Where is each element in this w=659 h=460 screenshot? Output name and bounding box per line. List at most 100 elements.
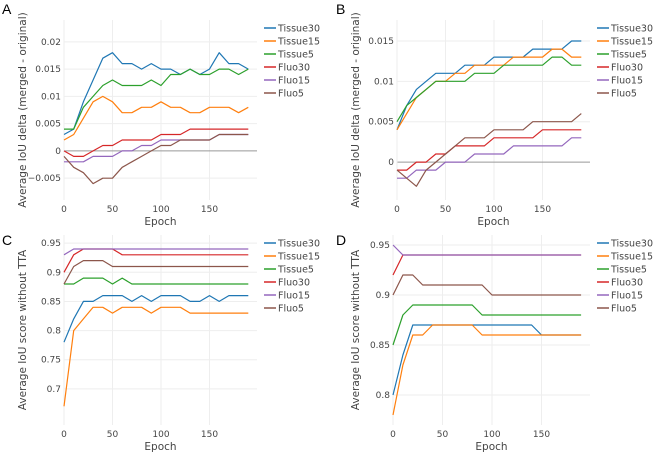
x-axis-title: Epoch <box>144 216 176 228</box>
legend-item: Tissue5 <box>597 50 647 61</box>
y-tick-label: 0.85 <box>41 297 61 307</box>
y-tick-label: 0.95 <box>370 241 390 251</box>
legend-item: Tissue15 <box>597 252 653 263</box>
series-line-fluo5 <box>63 133 249 185</box>
series-line-tissue5 <box>64 277 249 285</box>
series-line-fluo30 <box>392 254 582 276</box>
y-tick-label: 0.8 <box>376 391 391 401</box>
x-tick-label: 100 <box>152 430 169 440</box>
legend-item: Tissue5 <box>597 265 647 276</box>
series-line-tissue15 <box>392 324 582 416</box>
x-tick-label: 0 <box>61 430 67 440</box>
legend-label: Fluo5 <box>278 304 304 315</box>
legend-label: Fluo30 <box>611 278 643 289</box>
legend: Tissue30 Tissue15 Tissue5 Fluo30 Fluo15 Fluo5 <box>264 239 320 315</box>
series-line-tissue30 <box>63 52 249 136</box>
x-tick-label: 150 <box>201 205 218 215</box>
x-tick-label: 150 <box>534 205 551 215</box>
series-line-tissue30 <box>63 295 249 343</box>
legend-label: Fluo5 <box>278 89 304 100</box>
x-tick-label: 0 <box>394 205 400 215</box>
y-tick-label: 0 <box>388 158 394 168</box>
y-tick-label: 0.75 <box>41 356 61 366</box>
series-line-tissue5 <box>64 68 249 130</box>
legend-label: Tissue15 <box>610 252 653 263</box>
panel-letter: C <box>2 232 12 248</box>
legend-label: Tissue5 <box>277 50 314 61</box>
series-line-fluo5 <box>396 113 582 187</box>
series-line-fluo15 <box>397 137 582 179</box>
legend-item: Tissue30 <box>264 239 320 250</box>
series-line-fluo15 <box>63 248 249 256</box>
legend-label: Tissue15 <box>277 252 320 263</box>
legend-label: Tissue15 <box>610 37 653 48</box>
legend-label: Fluo5 <box>611 304 637 315</box>
panel-b: B 0 50 100 150 0 0.005 0.01 0.015 Epoch Average Io… <box>336 1 653 228</box>
panel-c: C 0 50 100 150 0.7 0.75 0.8 0.85 0.9 0.95 Epoch Aver… <box>2 232 320 453</box>
y-tick-label: 0 <box>55 147 61 157</box>
y-axis-title: Average IoU delta (merged - original) <box>17 12 29 207</box>
legend-item: Fluo15 <box>597 291 643 302</box>
legend-item: Fluo30 <box>597 63 643 74</box>
legend-item: Tissue5 <box>264 50 314 61</box>
series-line-tissue5 <box>396 56 582 123</box>
y-axis-title: Average IoU delta (merged - original) <box>350 12 362 207</box>
y-tick-label: 0.8 <box>47 327 62 337</box>
y-axis-title: Average IoU score without TTA <box>17 249 29 410</box>
y-tick-label: 0.01 <box>41 92 61 102</box>
legend-item: Tissue15 <box>264 252 320 263</box>
series-line-tissue5 <box>392 304 582 346</box>
legend-label: Tissue30 <box>277 239 320 250</box>
legend-label: Tissue5 <box>610 265 647 276</box>
legend-item: Fluo5 <box>264 304 304 315</box>
y-axis-title: Average IoU score without TTA <box>350 249 362 410</box>
x-tick-label: 0 <box>390 430 396 440</box>
legend-item: Fluo30 <box>264 63 310 74</box>
x-tick-label: 50 <box>437 430 449 440</box>
series-line-fluo15 <box>392 244 582 256</box>
y-tick-label: 0.02 <box>41 38 61 48</box>
x-tick-label: 100 <box>483 430 500 440</box>
x-axis-title: Epoch <box>144 441 176 453</box>
y-tick-label: 0.01 <box>374 77 394 87</box>
legend-item: Fluo30 <box>264 278 310 289</box>
legend-label: Tissue5 <box>610 50 647 61</box>
legend-label: Fluo15 <box>278 76 310 87</box>
legend-label: Fluo5 <box>611 89 637 100</box>
legend-item: Fluo5 <box>597 89 637 100</box>
legend-item: Fluo5 <box>264 89 304 100</box>
x-tick-label: 0 <box>61 205 67 215</box>
x-tick-label: 50 <box>440 205 452 215</box>
series-line-fluo30 <box>397 129 582 171</box>
legend-label: Tissue15 <box>277 37 320 48</box>
series-line-fluo30 <box>63 128 249 157</box>
x-tick-label: 100 <box>152 205 169 215</box>
series-line-fluo5 <box>63 260 249 285</box>
y-tick-label: 0.015 <box>368 37 394 47</box>
legend-item: Fluo30 <box>597 278 643 289</box>
legend: Tissue30 Tissue15 Tissue5 Fluo30 Fluo15 Fluo5 <box>597 24 653 100</box>
panel-letter: D <box>336 232 346 248</box>
y-tick-label: 0.7 <box>47 385 61 395</box>
legend-label: Fluo15 <box>278 291 310 302</box>
legend-label: Tissue5 <box>277 265 314 276</box>
legend-label: Tissue30 <box>610 239 653 250</box>
legend-item: Tissue30 <box>597 239 653 250</box>
x-tick-label: 150 <box>533 430 550 440</box>
panel-a: A 0 50 100 150 −0.005 0 0.005 0.01 0.015 0.02 Epoch… <box>2 1 320 228</box>
legend-label: Fluo30 <box>278 278 310 289</box>
y-tick-label: 0.005 <box>368 118 394 128</box>
y-tick-label: 0.015 <box>35 65 61 75</box>
y-tick-label: 0.9 <box>376 291 391 301</box>
x-axis-title: Epoch <box>477 216 509 228</box>
legend: Tissue30 Tissue15 Tissue5 Fluo30 Fluo15 Fluo5 <box>597 239 653 315</box>
legend-item: Tissue30 <box>597 24 653 35</box>
x-tick-label: 100 <box>485 205 502 215</box>
y-tick-label: 0.005 <box>35 120 61 130</box>
legend-label: Tissue30 <box>277 24 320 35</box>
legend-item: Fluo15 <box>597 76 643 87</box>
series-line-tissue15 <box>63 306 249 407</box>
legend-label: Fluo30 <box>611 63 643 74</box>
series-line-fluo5 <box>392 274 582 296</box>
